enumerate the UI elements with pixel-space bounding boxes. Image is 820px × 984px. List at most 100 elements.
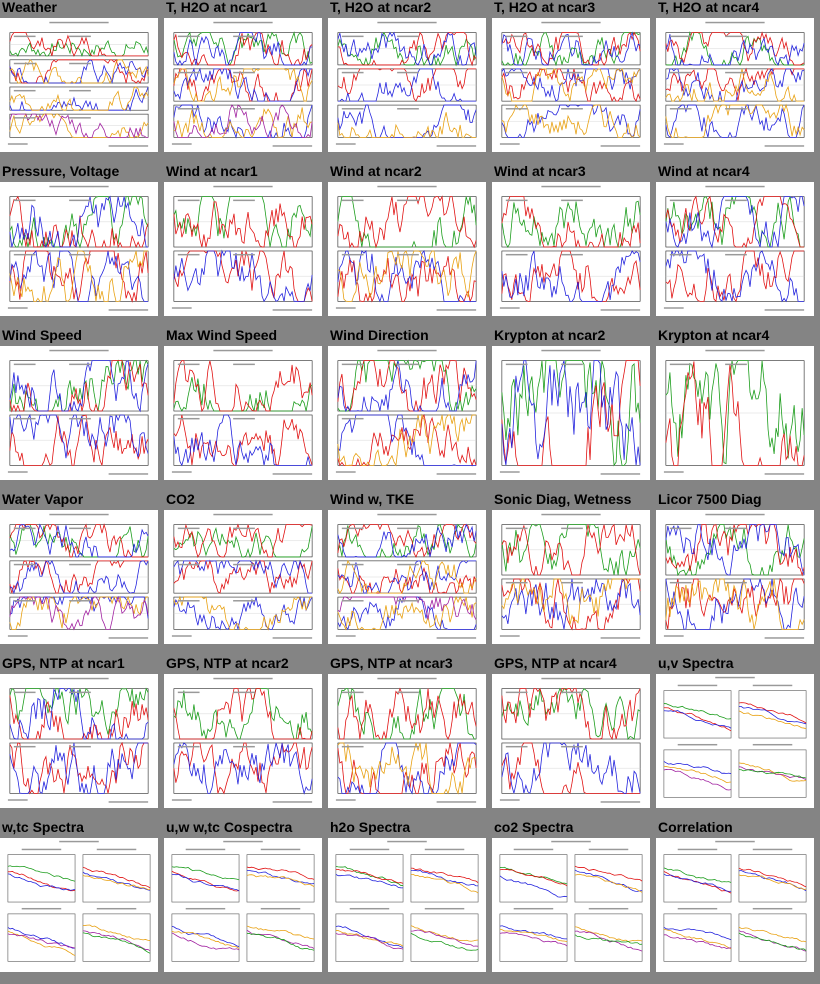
plot-thumbnail-link[interactable]	[164, 18, 322, 152]
plot-caption	[561, 253, 583, 256]
plot-caption	[424, 907, 465, 910]
plot-thumbnail-link[interactable]	[0, 18, 158, 152]
plot-caption	[725, 253, 747, 256]
plot-thumbnail-link[interactable]	[0, 346, 158, 480]
plot-thumbnail-link[interactable]	[328, 510, 486, 644]
plot-trace	[337, 256, 477, 303]
plot-thumbnail-link[interactable]	[656, 674, 814, 808]
plot-image	[171, 185, 313, 311]
plot-trace	[82, 932, 151, 954]
plot-thumbnail-link[interactable]	[0, 674, 158, 808]
plot-caption	[233, 527, 255, 530]
plot-caption	[397, 71, 419, 74]
plot-image	[7, 677, 149, 803]
plot-image	[499, 513, 641, 639]
plot-thumbnail-link[interactable]	[656, 838, 814, 972]
plot-caption	[677, 743, 718, 746]
plot-trace	[665, 524, 805, 577]
plot-thumbnail-link[interactable]	[164, 674, 322, 808]
plot-caption	[171, 143, 192, 145]
plot-card-t-h2o-at-ncar4: T, H2O at ncar4	[656, 0, 816, 160]
plot-card-co2-spectra: co2 Spectra	[492, 819, 652, 980]
plot-caption	[541, 185, 601, 188]
plot-caption	[13, 62, 36, 65]
plot-thumbnail-link[interactable]	[328, 346, 486, 480]
plot-thumbnail-link[interactable]	[0, 510, 158, 644]
plot-thumbnail-link[interactable]	[164, 182, 322, 316]
plot-thumbnail-link[interactable]	[0, 838, 158, 972]
plot-trace	[663, 867, 732, 883]
plot-trace	[337, 31, 477, 67]
plot-caption	[669, 363, 692, 366]
plot-trace	[171, 873, 240, 892]
plot-trace	[173, 414, 313, 466]
plot-thumbnail-link[interactable]	[164, 510, 322, 644]
plot-card-gps-ntp-at-ncar1: GPS, NTP at ncar1	[0, 655, 160, 816]
plot-frame	[246, 854, 315, 903]
plot-trace	[9, 414, 149, 467]
plot-thumbnail-link[interactable]	[656, 182, 814, 316]
plot-thumbnail-link[interactable]	[164, 838, 322, 972]
plot-caption	[561, 581, 583, 584]
plot-thumbnail-link[interactable]	[164, 346, 322, 480]
plot-trace	[501, 68, 641, 102]
plot-card-correlation: Correlation	[656, 819, 816, 980]
plot-trace	[173, 742, 313, 795]
plot-thumbnail-link[interactable]	[492, 510, 650, 644]
plot-caption	[377, 349, 437, 352]
plot-trace	[410, 867, 479, 884]
plot-trace	[173, 104, 313, 138]
plot-thumbnail-link[interactable]	[492, 182, 650, 316]
plot-thumbnail-link[interactable]	[492, 674, 650, 808]
plot-caption	[49, 185, 109, 188]
plot-title: h2o Spectra	[330, 819, 411, 835]
plot-title: Pressure, Voltage	[2, 163, 120, 179]
plot-caption	[233, 108, 255, 110]
plot-trace	[173, 523, 313, 558]
plot-caption	[341, 35, 364, 38]
plot-thumbnail-link[interactable]	[656, 18, 814, 152]
plot-trace	[738, 766, 807, 780]
plot-image	[663, 185, 805, 311]
plot-thumbnail-link[interactable]	[328, 18, 486, 152]
plot-thumbnail-link[interactable]	[328, 838, 486, 972]
plot-thumbnail-link[interactable]	[0, 182, 158, 316]
plot-trace	[501, 742, 641, 795]
plot-thumbnail-link[interactable]	[656, 346, 814, 480]
plot-trace	[665, 578, 805, 630]
plot-caption	[13, 745, 36, 748]
plot-caption	[505, 108, 528, 110]
plot-trace	[173, 32, 313, 66]
plot-title: Correlation	[658, 819, 733, 835]
plot-thumbnail-link[interactable]	[492, 838, 650, 972]
plot-trace	[499, 925, 568, 940]
plot-thumbnail-link[interactable]	[656, 510, 814, 644]
plot-trace	[246, 870, 315, 885]
plot-caption	[715, 840, 755, 843]
plot-caption	[397, 199, 419, 202]
plot-title: T, H2O at ncar1	[166, 0, 268, 15]
plot-thumbnail-link[interactable]	[328, 182, 486, 316]
plot-caption	[335, 307, 356, 309]
plot-trace	[173, 250, 313, 302]
plot-caption	[600, 473, 641, 475]
plot-caption	[69, 691, 91, 694]
plot-caption	[677, 684, 718, 687]
plot-thumbnail-link[interactable]	[492, 18, 650, 152]
plot-caption	[341, 253, 364, 256]
plot-frame	[499, 854, 568, 903]
plot-card-weather: Weather	[0, 0, 160, 160]
plot-caption	[13, 600, 36, 602]
plot-caption	[397, 253, 419, 256]
plot-trace	[501, 31, 641, 66]
plot-image	[7, 513, 149, 639]
plot-trace	[246, 874, 315, 887]
plot-thumbnail-link[interactable]	[328, 674, 486, 808]
plot-caption	[108, 145, 149, 147]
plot-trace	[9, 560, 149, 594]
plot-trace	[173, 201, 313, 248]
plot-caption	[69, 62, 91, 65]
plot-trace	[171, 925, 240, 947]
plot-thumbnail-link[interactable]	[492, 346, 650, 480]
plot-trace	[9, 250, 149, 303]
